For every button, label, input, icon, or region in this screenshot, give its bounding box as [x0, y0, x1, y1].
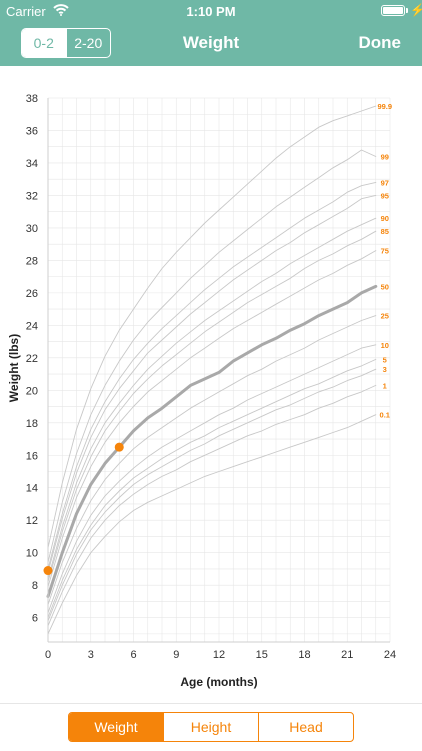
y-tick-label: 20: [26, 385, 38, 397]
percentile-curve-10: [47, 344, 377, 614]
y-tick-label: 30: [26, 223, 38, 235]
percentile-curve-3: [47, 368, 377, 622]
y-tick-label: 38: [26, 93, 38, 105]
segment-0-2[interactable]: 0-2: [22, 29, 66, 57]
measurement-tabs: Weight Height Head: [68, 712, 354, 742]
percentile-label-99: 99: [381, 152, 389, 161]
percentile-label-1: 1: [383, 381, 387, 390]
y-tick-label: 22: [26, 353, 38, 365]
percentile-label-25: 25: [381, 312, 389, 321]
y-tick-label: 24: [26, 320, 38, 332]
status-time: 1:10 PM: [186, 4, 236, 19]
battery-cap: [406, 8, 408, 13]
percentile-curve-50: [46, 284, 378, 598]
y-tick-label: 14: [26, 483, 38, 495]
percentile-curve-5: [47, 358, 377, 619]
done-button[interactable]: Done: [358, 33, 402, 52]
percentile-labels: 0.1 1 35 10 25 50 75 85 90 95 97 99 99.9: [377, 102, 392, 420]
percentile-curve-99: [47, 149, 377, 563]
x-tick-label: 24: [384, 649, 396, 661]
y-tick-label: 34: [26, 158, 38, 170]
y-tick-label: 36: [26, 125, 38, 137]
y-tick-label: 10: [26, 548, 38, 560]
tab-weight[interactable]: Weight: [69, 713, 163, 741]
percentile-label-97: 97: [381, 178, 389, 187]
percentile-label-5: 5: [383, 355, 387, 364]
percentile-label-50: 50: [381, 282, 389, 291]
y-tick-label: 26: [26, 288, 38, 300]
nav-bar: 0-2 2-20 Weight Done: [0, 22, 422, 66]
percentile-label-99.9: 99.9: [377, 102, 392, 111]
x-tick-label: 21: [341, 649, 353, 661]
measurement-point: [114, 442, 124, 452]
chart-curves: [46, 105, 378, 635]
percentile-label-75: 75: [381, 247, 389, 256]
percentile-curve-95: [47, 194, 377, 573]
x-axis-label: Age (months): [180, 675, 257, 689]
measurement-point: [43, 566, 53, 576]
tab-height[interactable]: Height: [163, 713, 258, 741]
status-bar: Carrier 1:10 PM ⚡: [0, 0, 422, 22]
segment-2-20[interactable]: 2-20: [65, 29, 111, 57]
chart-axes: 0 3 6 9 12 15 18 21 2468101214161820222426283032…: [26, 93, 396, 661]
page-title: Weight: [182, 33, 240, 52]
percentile-label-90: 90: [381, 214, 389, 223]
charging-bolt-icon: ⚡: [410, 3, 422, 17]
x-tick-label: 15: [256, 649, 268, 661]
x-tick-label: 6: [130, 649, 136, 661]
y-tick-label: 32: [26, 190, 38, 202]
y-tick-label: 16: [26, 450, 38, 462]
y-tick-label: 6: [32, 613, 38, 625]
x-tick-label: 18: [298, 649, 310, 661]
y-axis-label: Weight (lbs): [7, 334, 21, 402]
percentile-curve-75: [47, 250, 377, 588]
chart-grid: [47, 97, 391, 642]
percentile-label-3: 3: [383, 365, 387, 374]
percentile-curve-97: [47, 181, 377, 570]
x-tick-label: 0: [45, 649, 51, 661]
percentile-curve-85: [47, 230, 377, 583]
percentile-curve-99.9: [47, 105, 377, 549]
percentile-label-10: 10: [381, 341, 389, 350]
x-tick-label: 3: [88, 649, 94, 661]
y-tick-label: 12: [26, 515, 38, 527]
percentile-label-0.1: 0.1: [380, 411, 390, 420]
percentile-label-95: 95: [381, 191, 389, 200]
percentile-curve-1: [47, 384, 377, 627]
data-points: [43, 442, 124, 576]
y-tick-label: 8: [32, 580, 38, 592]
percentile-curve-25: [47, 315, 377, 606]
tab-head[interactable]: Head: [258, 713, 353, 741]
bottom-toolbar: Weight Height Head: [0, 703, 422, 751]
percentile-curve-90: [47, 217, 377, 580]
carrier-label: Carrier: [6, 4, 46, 19]
wifi-icon: [53, 4, 69, 16]
age-range-segmented-control: 0-2 2-20: [21, 28, 111, 58]
x-tick-label: 9: [173, 649, 179, 661]
x-tick-label: 12: [213, 649, 225, 661]
y-tick-label: 18: [26, 418, 38, 430]
battery-icon: [381, 5, 405, 16]
y-tick-label: 28: [26, 255, 38, 267]
percentile-label-85: 85: [381, 227, 389, 236]
percentile-curve-0.1: [47, 414, 377, 635]
